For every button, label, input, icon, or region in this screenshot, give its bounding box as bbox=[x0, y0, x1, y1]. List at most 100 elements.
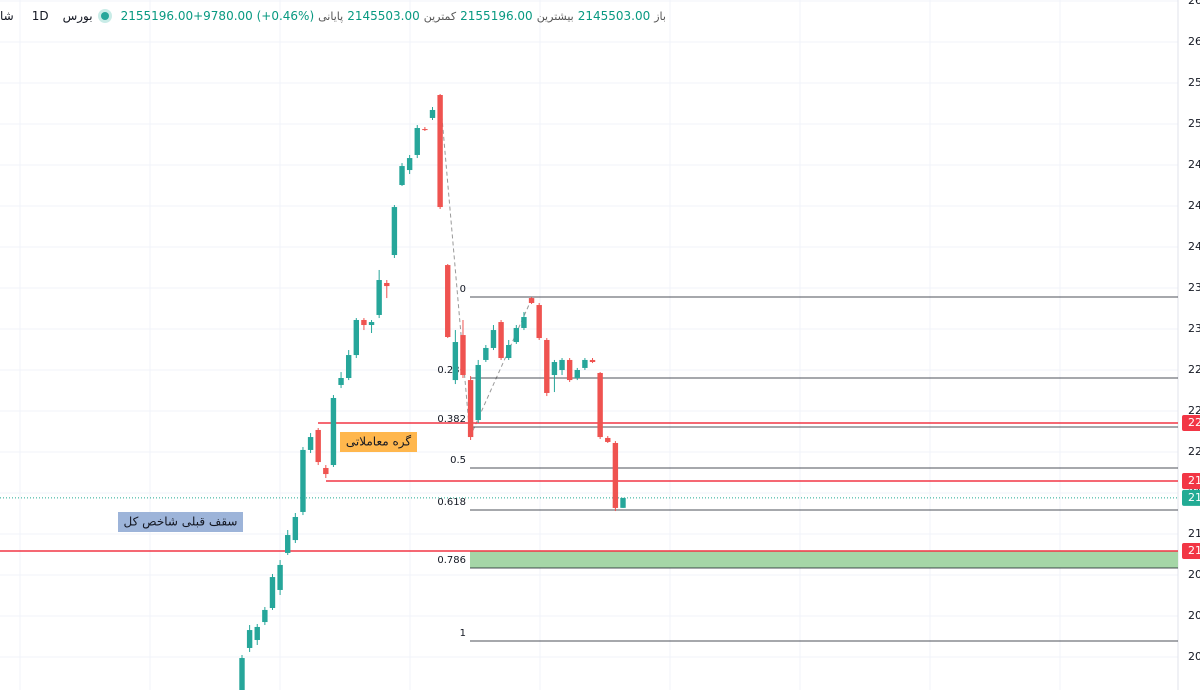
candle-body bbox=[422, 129, 428, 131]
candle-body bbox=[551, 362, 558, 376]
y-tick-label: 20 bbox=[1188, 609, 1200, 622]
field-value: 2155196.00 bbox=[460, 9, 533, 23]
annotation-text: سقف قبلی شاخص کل bbox=[124, 515, 238, 530]
candle-body bbox=[467, 380, 474, 438]
candle-body bbox=[475, 364, 481, 421]
candle-body bbox=[612, 442, 619, 508]
candle-body bbox=[528, 298, 535, 303]
candle-body bbox=[376, 280, 382, 315]
candle-body bbox=[574, 370, 580, 379]
legend-header: شا 1D بورس 2155196.00+9780.00 (+0.46%) پ… bbox=[0, 6, 666, 26]
field-label: پایانی bbox=[318, 9, 344, 23]
candle-body bbox=[254, 626, 260, 640]
y-tick-label: 21 bbox=[1188, 527, 1200, 540]
fib-label: 0.618 bbox=[437, 497, 466, 508]
candle-body bbox=[620, 497, 626, 508]
candle-body bbox=[437, 95, 443, 208]
fib-label: 0.236 bbox=[437, 365, 466, 376]
candle-body bbox=[384, 282, 390, 287]
y-tick-label: 24 bbox=[1188, 158, 1200, 171]
candle-body bbox=[498, 322, 504, 359]
field-label: باز bbox=[654, 9, 666, 23]
candle-body bbox=[566, 359, 573, 381]
candle-body bbox=[277, 564, 283, 590]
fib-label: 0.5 bbox=[450, 455, 466, 466]
y-tick-label: 26 bbox=[1188, 35, 1200, 48]
field-label: کمترین bbox=[423, 9, 457, 23]
candle-body bbox=[605, 437, 611, 442]
zone bbox=[470, 551, 1178, 569]
y-tick-label: 26 bbox=[1188, 0, 1200, 7]
candle-body bbox=[452, 342, 459, 381]
fib-label: 0 bbox=[460, 284, 466, 295]
candle-body bbox=[246, 630, 253, 648]
change: 2155196.00+9780.00 (+0.46%) bbox=[120, 9, 315, 23]
candle-body bbox=[589, 359, 596, 363]
candle-body bbox=[391, 207, 398, 256]
candle-body bbox=[345, 355, 352, 379]
fib-label: 0.382 bbox=[437, 414, 466, 425]
status-dot bbox=[100, 12, 109, 20]
candle-body bbox=[597, 372, 603, 438]
price-tag bbox=[1182, 489, 1200, 506]
candle-body bbox=[239, 658, 245, 690]
field-label: بیشترین bbox=[536, 9, 574, 23]
y-tick-label: 25 bbox=[1188, 117, 1200, 130]
candle-body bbox=[460, 335, 466, 376]
annotation-text: گره معاملاتی bbox=[346, 435, 412, 450]
y-tick-label: 25 bbox=[1188, 76, 1200, 89]
candle-body bbox=[513, 327, 520, 343]
price-tag-label: 21 bbox=[1188, 544, 1200, 557]
field-value: 2145503.00 bbox=[347, 9, 420, 23]
candle-body bbox=[506, 345, 512, 359]
interval[interactable]: 1D bbox=[31, 9, 49, 23]
trend-line bbox=[439, 94, 471, 438]
annotation-box bbox=[118, 512, 243, 532]
candle-body bbox=[521, 317, 527, 328]
candle-body bbox=[353, 319, 359, 356]
price-tag-label: 21 bbox=[1188, 474, 1200, 487]
y-tick-label: 22 bbox=[1188, 363, 1200, 376]
candle-body bbox=[285, 535, 291, 553]
y-tick-label: 22 bbox=[1188, 404, 1200, 417]
y-tick-label: 20 bbox=[1188, 650, 1200, 663]
candle-body bbox=[483, 347, 489, 360]
price-tag-label: 21 bbox=[1188, 491, 1200, 504]
price-tag bbox=[1182, 473, 1200, 490]
candle-body bbox=[429, 109, 436, 118]
candle-body bbox=[368, 322, 375, 326]
symbol[interactable]: شا bbox=[0, 9, 14, 23]
candle-body bbox=[544, 339, 550, 393]
candle-body bbox=[262, 609, 268, 623]
candle-body bbox=[406, 158, 413, 171]
y-tick-label: 23 bbox=[1188, 281, 1200, 294]
price-tag bbox=[1182, 543, 1200, 560]
price-tag bbox=[1182, 414, 1200, 431]
fib-label: 0.786 bbox=[437, 555, 466, 566]
candle-body bbox=[300, 449, 306, 512]
candle-body bbox=[399, 166, 405, 186]
candle-body bbox=[445, 265, 451, 338]
candle-body bbox=[361, 319, 367, 326]
candle-body bbox=[315, 429, 321, 463]
candle-body bbox=[490, 330, 497, 348]
candle-body bbox=[323, 467, 329, 475]
candle-body bbox=[559, 359, 565, 371]
y-tick-label: 24 bbox=[1188, 240, 1200, 253]
candle-body bbox=[330, 397, 337, 466]
annotation-box bbox=[340, 432, 417, 452]
y-tick-label: 24 bbox=[1188, 199, 1200, 212]
y-tick-label: 20 bbox=[1188, 568, 1200, 581]
field-value: 2145503.00 bbox=[577, 9, 651, 23]
exchange: بورس bbox=[62, 9, 93, 23]
candle-body bbox=[269, 577, 276, 609]
fib-label: 1 bbox=[460, 628, 466, 639]
candle-body bbox=[536, 305, 542, 339]
candle-body bbox=[582, 359, 588, 368]
candle-body bbox=[414, 128, 420, 155]
price-tag-label: 22 bbox=[1188, 416, 1200, 429]
candle-body bbox=[307, 437, 314, 450]
